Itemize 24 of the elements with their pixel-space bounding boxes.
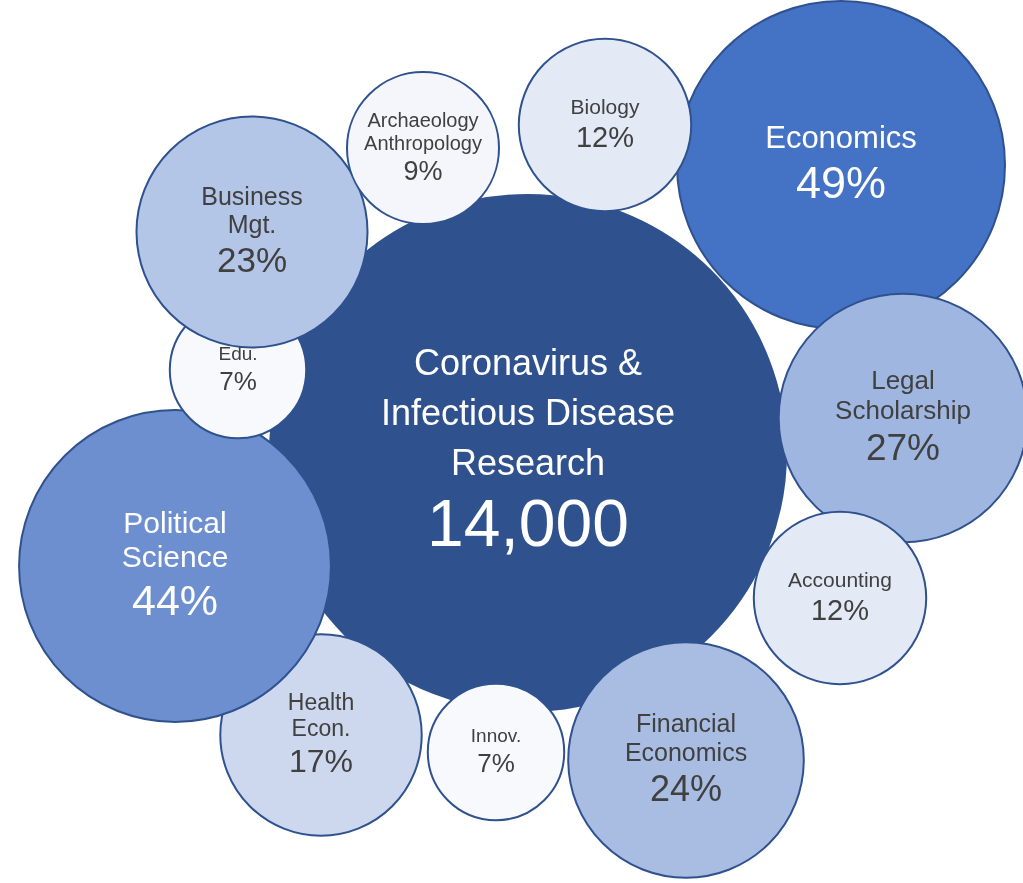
data-label: 9% <box>403 155 443 186</box>
text: 14,000 <box>427 486 629 561</box>
data-label: 49% <box>795 156 887 208</box>
category-label: Accounting <box>788 568 892 592</box>
data-label: 12% <box>575 120 635 153</box>
category-label: Innov. <box>470 725 522 747</box>
text: Coronavirus & Infectious Disease Research <box>380 341 676 483</box>
data-label: 23% <box>216 240 288 280</box>
data-label: 7% <box>219 365 257 396</box>
data-label: 27% <box>865 427 941 469</box>
data-label: 7% <box>477 747 515 778</box>
data-label: 12% <box>810 593 870 626</box>
category-label: Political Science <box>121 505 229 574</box>
category-label: Economics <box>765 120 917 156</box>
category-label: Archaeology Anthropology <box>364 108 482 154</box>
category-label: Edu. <box>218 343 258 365</box>
data-label: 24% <box>649 767 723 809</box>
category-label: Health Econ. <box>287 688 355 742</box>
data-label: 44% <box>131 575 219 624</box>
category-label: Legal Scholarship <box>835 365 971 426</box>
data-label: 17% <box>288 743 354 779</box>
category-label: Financial Economics <box>624 709 748 766</box>
category-label: Biology <box>570 95 640 119</box>
category-label: Business Mgt. <box>201 181 303 239</box>
